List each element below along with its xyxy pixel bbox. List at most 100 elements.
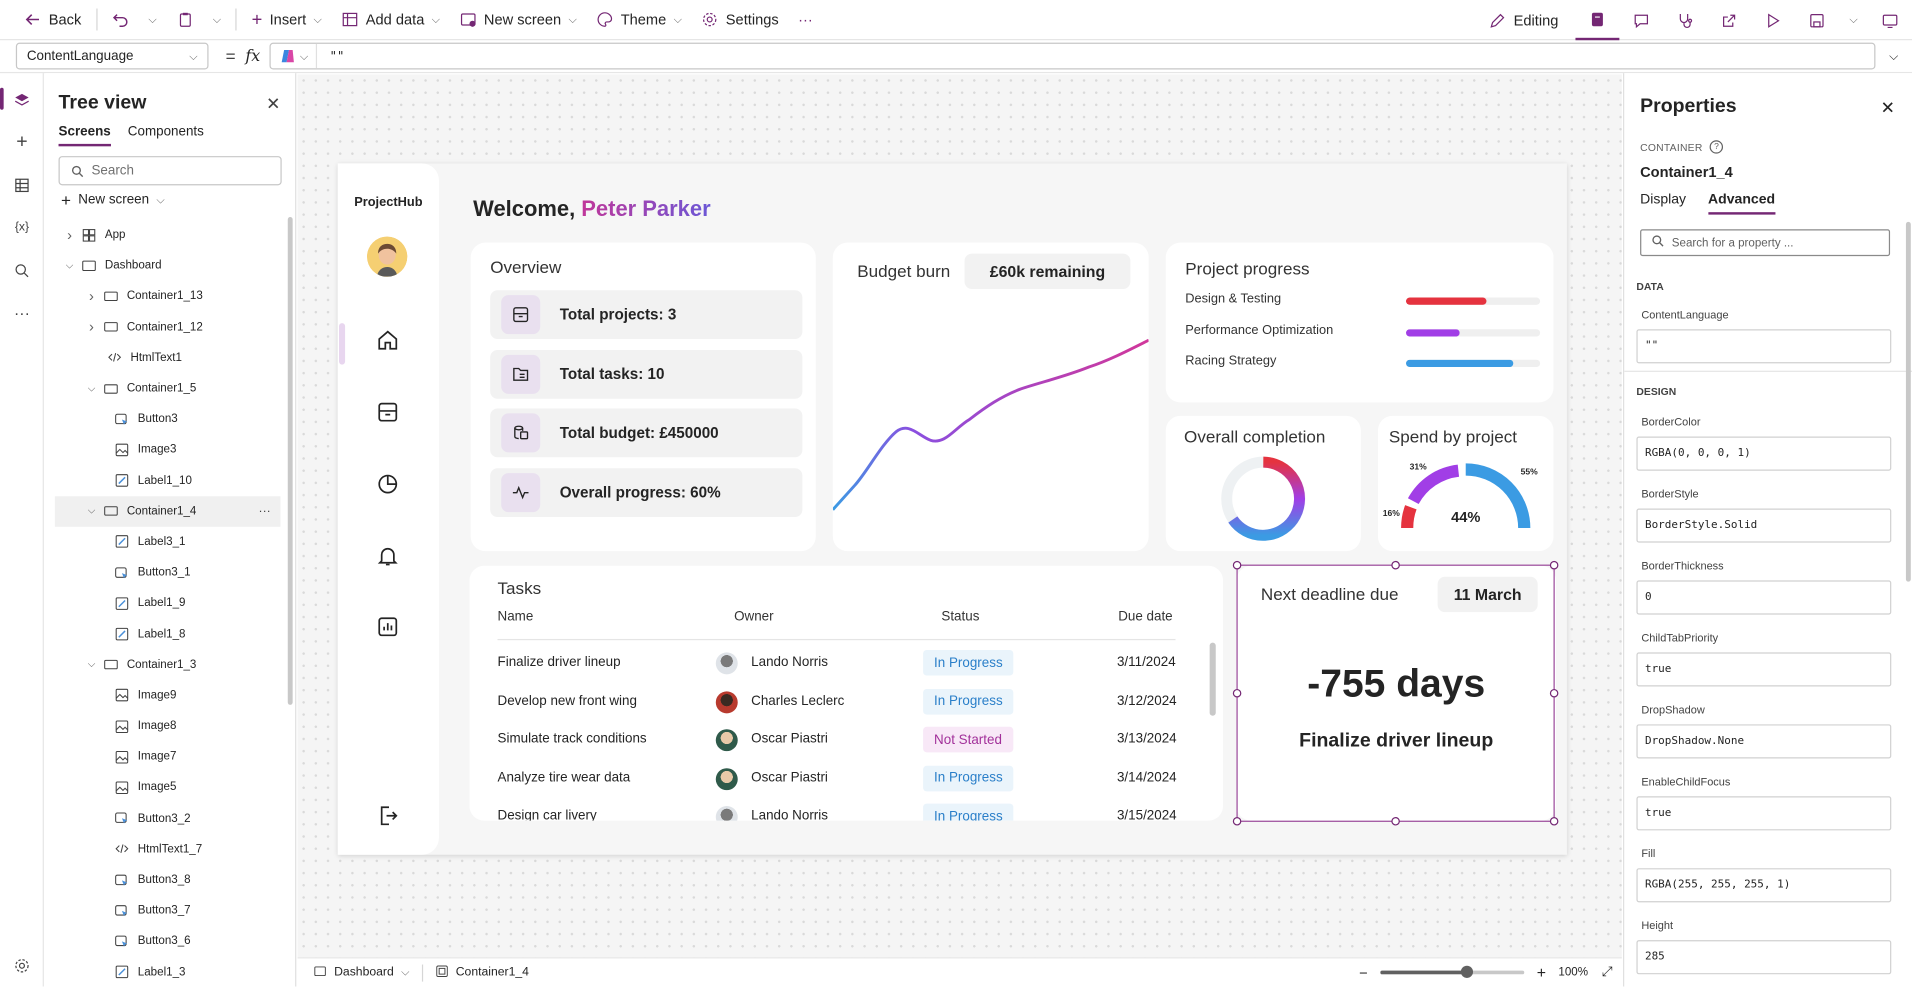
close-icon[interactable]: ✕: [266, 93, 281, 114]
table-row[interactable]: Design car livery Lando Norris 3/15/2024 In…: [498, 800, 1177, 821]
property-input[interactable]: true: [1636, 652, 1892, 687]
insert-button[interactable]: + Insert ⌵: [242, 0, 332, 40]
property-input[interactable]: true: [1636, 796, 1892, 831]
zoom-slider-thumb[interactable]: [1460, 965, 1473, 978]
rail-search[interactable]: [0, 249, 44, 292]
property-search-input[interactable]: Search for a property ...: [1640, 229, 1891, 257]
rail-data[interactable]: [0, 163, 44, 206]
tree-item[interactable]: HtmlText1_7: [55, 834, 281, 865]
reports-pie-icon[interactable]: [373, 469, 402, 498]
zoom-in-button[interactable]: +: [1536, 963, 1546, 982]
save-dropdown[interactable]: ⌵: [1839, 0, 1868, 40]
resize-handle[interactable]: [1232, 816, 1242, 826]
copilot-formula-button[interactable]: ⌵: [271, 43, 318, 69]
chevron-right-icon[interactable]: ›: [67, 226, 72, 244]
table-row[interactable]: Develop new front wing Charles Leclerc 3/1…: [498, 685, 1177, 723]
undo-dropdown[interactable]: ⌵: [139, 0, 167, 40]
analytics-icon[interactable]: [373, 612, 402, 641]
copilot-panel-button[interactable]: [1575, 0, 1620, 41]
control-breadcrumb[interactable]: Container1_4: [435, 964, 529, 981]
tab-advanced[interactable]: Advanced: [1708, 193, 1776, 215]
design-canvas[interactable]: ProjectHub Welcome, Peter Parker Overvie…: [297, 74, 1622, 958]
chevron-right-icon[interactable]: ›: [89, 318, 94, 336]
tree-item[interactable]: Image7: [55, 742, 281, 773]
tree-item[interactable]: Button3: [55, 404, 281, 435]
paste-button[interactable]: [166, 0, 203, 40]
property-input[interactable]: 285: [1636, 940, 1892, 975]
tree-scrollbar[interactable]: [287, 217, 293, 705]
resize-handle[interactable]: [1391, 816, 1400, 826]
resize-handle[interactable]: [1232, 688, 1242, 698]
tree-item[interactable]: Button3_2: [55, 803, 281, 834]
undo-button[interactable]: [102, 0, 139, 40]
resize-handle[interactable]: [1549, 688, 1559, 698]
zoom-out-button[interactable]: −: [1359, 963, 1368, 982]
save-button[interactable]: [1795, 0, 1839, 40]
tree-search-input[interactable]: Search: [58, 156, 282, 186]
tab-components[interactable]: Components: [127, 124, 204, 140]
property-input[interactable]: RGBA(0, 0, 0, 1): [1636, 436, 1892, 471]
chevron-down-icon[interactable]: ⌵: [87, 658, 96, 670]
editing-mode-button[interactable]: Editing: [1479, 0, 1568, 40]
fit-to-window-icon[interactable]: ⤢: [1601, 964, 1613, 980]
tree-item[interactable]: Button3_8: [55, 864, 281, 895]
property-dropdown[interactable]: ContentLanguage ⌵: [15, 42, 209, 70]
close-icon[interactable]: ✕: [1880, 97, 1895, 118]
rail-more[interactable]: ···: [0, 291, 44, 334]
tree-item[interactable]: Image9: [55, 680, 281, 711]
zoom-slider[interactable]: [1380, 965, 1525, 978]
property-input[interactable]: DropShadow.None: [1636, 724, 1892, 759]
projects-nav-icon[interactable]: [373, 398, 402, 427]
table-row[interactable]: Finalize driver lineup Lando Norris 3/11/2…: [498, 646, 1176, 684]
new-screen-tree-button[interactable]: + New screen ⌵: [61, 190, 165, 210]
chevron-down-icon[interactable]: ⌵: [87, 505, 96, 517]
more-icon[interactable]: ···: [258, 504, 271, 518]
new-screen-button[interactable]: New screen ⌵: [450, 0, 587, 40]
tree-item[interactable]: Button3_7: [55, 895, 281, 926]
rail-tree-view[interactable]: [0, 78, 44, 121]
back-button[interactable]: Back: [15, 0, 91, 40]
preview-button[interactable]: [1751, 0, 1795, 40]
properties-scrollbar[interactable]: [1905, 221, 1911, 582]
formula-input[interactable]: ⌵ "": [269, 42, 1876, 70]
resize-handle[interactable]: [1549, 560, 1559, 570]
tree-item[interactable]: Image5: [55, 772, 281, 803]
tree-item[interactable]: › App: [55, 219, 281, 250]
share-button[interactable]: [1707, 0, 1751, 40]
chevron-right-icon[interactable]: ›: [89, 287, 94, 305]
tab-screens[interactable]: Screens: [58, 124, 111, 147]
publish-button[interactable]: [1868, 0, 1912, 40]
resize-handle[interactable]: [1232, 560, 1242, 570]
tree-item[interactable]: Image3: [55, 434, 281, 465]
tree-item[interactable]: ⌵ Container1_3: [55, 649, 281, 680]
rail-variables[interactable]: {x}: [0, 206, 44, 249]
paste-dropdown[interactable]: ⌵: [203, 0, 231, 40]
tree-item[interactable]: › Container1_12: [55, 312, 281, 343]
tree-item[interactable]: Label3_1: [55, 527, 281, 558]
next-deadline-card[interactable]: Next deadline due 11 March -755 days Fin…: [1236, 565, 1556, 821]
property-input[interactable]: 0: [1636, 580, 1892, 615]
tree-item[interactable]: Label1_3: [55, 957, 281, 987]
tasks-scrollbar[interactable]: [1209, 642, 1216, 716]
tab-display[interactable]: Display: [1640, 192, 1687, 208]
more-commands-button[interactable]: ···: [788, 0, 822, 40]
rail-settings[interactable]: [0, 944, 44, 987]
tree-item[interactable]: ⌵ Container1_4 ···: [54, 495, 281, 527]
bell-icon[interactable]: [373, 541, 402, 570]
tree-item[interactable]: Label1_9: [55, 588, 281, 619]
table-row[interactable]: Analyze tire wear data Oscar Piastri 3/14/…: [498, 762, 1177, 800]
tree-item[interactable]: Button3_1: [55, 557, 281, 588]
tree-item[interactable]: Image8: [55, 711, 281, 742]
tree-item[interactable]: Label1_10: [55, 465, 281, 496]
resize-handle[interactable]: [1549, 816, 1559, 826]
help-icon[interactable]: ?: [1709, 140, 1724, 154]
theme-button[interactable]: Theme ⌵: [587, 0, 692, 40]
tree-item[interactable]: › Container1_13: [55, 281, 281, 312]
tree-item[interactable]: ⌵ Dashboard: [55, 250, 281, 281]
app-checker-button[interactable]: [1663, 0, 1707, 40]
tree-item[interactable]: Button3_6: [55, 926, 281, 957]
chevron-down-icon[interactable]: ⌵: [87, 382, 96, 394]
comments-button[interactable]: [1619, 0, 1663, 40]
table-row[interactable]: Simulate track conditions Oscar Piastri 3/…: [498, 723, 1177, 761]
tree-item[interactable]: ⌵ Container1_5: [55, 373, 281, 404]
